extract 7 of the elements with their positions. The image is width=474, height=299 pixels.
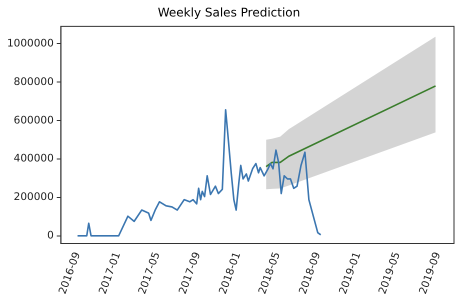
y-tick-label: 1000000 xyxy=(6,37,54,50)
y-tick-label: 400000 xyxy=(14,152,54,165)
y-tick-label: 200000 xyxy=(14,191,54,204)
y-tick-label: 0 xyxy=(47,230,54,242)
chart-title: Weekly Sales Prediction xyxy=(158,5,300,20)
y-tick-label: 800000 xyxy=(14,76,54,88)
y-tick-label: 600000 xyxy=(14,114,54,126)
